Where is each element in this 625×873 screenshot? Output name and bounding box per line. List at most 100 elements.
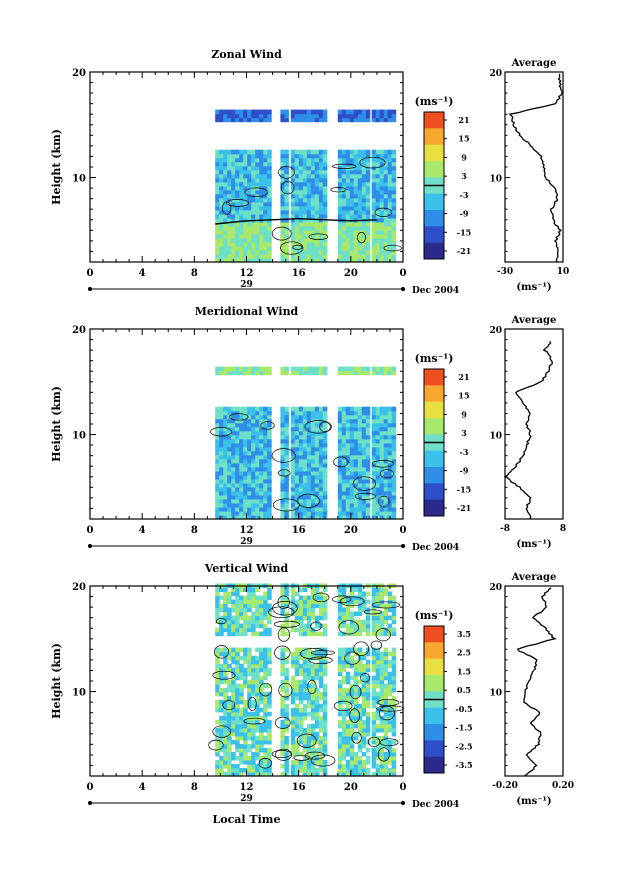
heatmap-cell [263,599,268,605]
heatmap-cell [322,711,328,717]
heatmap-cell [314,747,320,753]
heatmap-cell [302,233,308,239]
heatmap-cell [365,615,371,621]
heatmap-cell [314,695,320,701]
heatmap-cell [219,615,224,621]
heatmap-cell [227,667,232,673]
heatmap-cell [322,462,328,468]
x-tick-label: 0 [400,268,407,279]
heatmap-cell [337,430,343,436]
heatmap-cell [267,422,272,428]
heatmap-cell [263,615,268,621]
heatmap-cell [231,507,236,512]
heatmap-cell [298,647,304,653]
heatmap-cell [314,615,320,621]
heatmap-cell [239,615,244,621]
day-marker [401,287,405,291]
heatmap-cell [387,237,393,243]
heatmap-cell [310,113,316,119]
heatmap-cell [239,490,244,496]
avg-x-tick-label: -30 [497,267,513,277]
heatmap-cell [294,434,300,440]
heatmap-cell [239,611,244,617]
heatmap-cell [280,250,285,255]
heatmap-cell [322,201,328,207]
heatmap-cell [280,727,285,733]
heatmap-cell [379,683,385,689]
heatmap-cell [280,627,285,633]
heatmap-cell [349,675,355,681]
heatmap-cell [280,173,285,179]
heatmap-cell [387,233,393,239]
heatmap-cell [284,687,289,693]
heatmap-cell [298,486,304,492]
heatmap-cell [341,647,347,653]
heatmap-cell [215,209,220,215]
heatmap-cell [231,237,236,243]
heatmap-cell [267,193,272,199]
heatmap-cell [251,237,256,243]
heatmap-cell [255,727,260,733]
heatmap-cell [235,683,240,689]
heatmap-cell [247,703,252,709]
heatmap-cell [365,515,371,520]
heatmap-cell [310,430,316,436]
heatmap-cell [379,587,385,593]
heatmap-cell [361,699,367,705]
heatmap-cell [318,723,324,729]
heatmap-cell [267,169,272,175]
heatmap-cell [290,213,296,219]
heatmap-cell [247,755,252,761]
heatmap-cell [243,466,248,472]
heatmap-cell [280,213,285,219]
heatmap-cell [235,764,240,769]
heatmap-cell [298,760,304,765]
heatmap-cell [353,486,359,492]
heatmap-cell [227,462,232,468]
heatmap-cell [290,731,296,737]
heatmap-cell [263,675,268,681]
heatmap-cell [391,173,397,179]
heatmap-cell [391,647,397,653]
heatmap-cell [255,418,260,424]
heatmap-cell [341,458,347,464]
heatmap-cell [318,193,324,199]
heatmap-cell [267,615,272,621]
heatmap-cell [345,764,351,769]
heatmap-cell [251,687,256,693]
heatmap-cell [302,438,308,444]
heatmap-cell [290,727,296,733]
heatmap-cell [231,418,236,424]
heatmap-cell [243,659,248,665]
heatmap-cell [243,225,248,231]
heatmap-cell [255,503,260,508]
heatmap-cell [243,173,248,179]
heatmap-cell [391,209,397,215]
heatmap-cell [302,169,308,175]
heatmap-cell [243,205,248,211]
heatmap-cell [280,450,285,456]
heatmap-cell [231,205,236,211]
contour-line [333,456,349,468]
heatmap-cell [365,221,371,227]
heatmap-cell [349,366,355,372]
heatmap-cell [318,679,324,685]
colorbar-swatch [424,658,444,676]
heatmap-cell [235,117,240,123]
heatmap-cell [302,515,308,520]
heatmap-cell [306,225,312,231]
heatmap-cell [235,213,240,219]
heatmap-cell [371,426,377,432]
heatmap-cell [284,185,289,191]
heatmap-cell [223,233,228,239]
heatmap-cell [215,739,220,745]
heatmap-cell [251,739,256,745]
heatmap-cell [247,627,252,633]
heatmap-cell [357,157,363,163]
heatmap-cell [375,254,381,259]
heatmap-cell [290,743,296,749]
heatmap-cell [383,366,389,372]
contour-line [259,682,273,697]
heatmap-cell [284,515,289,520]
heatmap-cell [349,177,355,183]
